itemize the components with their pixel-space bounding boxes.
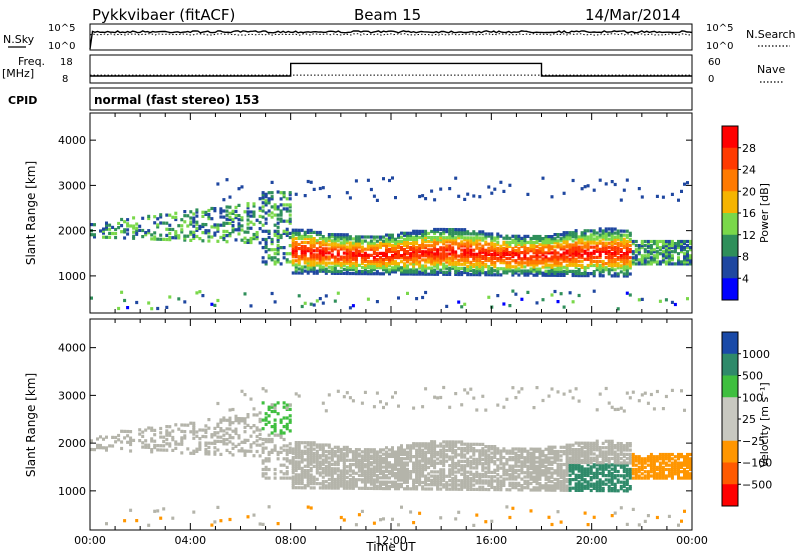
- beam-title: Beam 15: [354, 6, 421, 24]
- colorbar-tick-label: 100: [742, 391, 763, 404]
- nave-label: Nave: [757, 63, 785, 76]
- noise-left-tick-bottom: 10^0: [48, 41, 75, 52]
- power-colorbar: 28 24 20 16 12 8 4: [721, 125, 756, 301]
- freq-panel: Freq. [MHz] 18 8 60 0 Nave: [2, 54, 785, 85]
- power-heatmap-cells: [90, 176, 692, 311]
- x-axis-label: Time UT: [365, 540, 416, 554]
- colorbar-tick-label: 12: [742, 229, 756, 242]
- colorbar-segment: [722, 375, 738, 398]
- x-tick-label: 12:00: [375, 534, 407, 547]
- colorbar-segment: [722, 234, 738, 257]
- freq-label: Freq.: [18, 55, 45, 68]
- colorbar-tick-label: 25: [742, 413, 756, 426]
- colorbar-tick-label: 1000: [742, 348, 770, 361]
- colorbar-tick-label: 8: [742, 251, 749, 264]
- nave-right-tick-top: 60: [708, 57, 721, 68]
- colorbar-segment: [722, 147, 738, 170]
- y-tick-label: 1000: [58, 485, 86, 498]
- colorbar-tick-label: 4: [742, 272, 749, 285]
- y-tick-label: 2000: [58, 437, 86, 450]
- x-tick-label: 20:00: [576, 534, 608, 547]
- y-tick-label: 2000: [58, 225, 86, 238]
- velocity-y-label: Slant Range [km]: [24, 373, 38, 477]
- velocity-panel: 1000 2000 3000 4000 00:00 04:00 08:00 12:00 16:…: [24, 318, 772, 554]
- cpid-value: normal (fast stereo) 153: [94, 93, 260, 107]
- nsky-label: N.Sky: [3, 33, 35, 46]
- freq-left-tick-top: 18: [60, 57, 73, 68]
- colorbar-segment: [722, 126, 738, 149]
- nsearch-series: [89, 33, 692, 36]
- colorbar-tick-label: 28: [742, 142, 756, 155]
- noise-left-tick-top: 10^5: [48, 23, 75, 34]
- x-tick-label: 00:00: [74, 534, 106, 547]
- colorbar-tick-label: 16: [742, 207, 756, 220]
- freq-left-tick-bottom: 8: [62, 74, 68, 85]
- colorbar-segment: [722, 332, 738, 355]
- velocity-heatmap-cells: [90, 385, 692, 527]
- power-y-label: Slant Range [km]: [24, 161, 38, 265]
- y-tick-label: 1000: [58, 270, 86, 283]
- colorbar-segment: [722, 419, 738, 442]
- colorbar-segment: [722, 169, 738, 192]
- x-tick-label: 08:00: [275, 534, 307, 547]
- station-title: Pykkvibaer (fitACF): [92, 6, 235, 24]
- noise-right-tick-top: 10^5: [706, 23, 733, 34]
- nsky-series: [89, 30, 693, 50]
- colorbar-segment: [722, 256, 738, 279]
- x-tick-label: 16:00: [475, 534, 507, 547]
- x-tick-label: 04:00: [174, 534, 206, 547]
- colorbar-tick-label: −25: [742, 435, 765, 448]
- velocity-x-axis: 00:00 04:00 08:00 12:00 16:00 20:00 00:00: [74, 319, 708, 547]
- colorbar-segment: [722, 440, 738, 463]
- colorbar-segment: [722, 191, 738, 214]
- colorbar-segment: [722, 213, 738, 236]
- noise-right-tick-bottom: 10^0: [706, 41, 733, 52]
- y-tick-label: 4000: [58, 342, 86, 355]
- power-y-axis: 1000 2000 3000 4000: [58, 134, 692, 283]
- power-frame: [89, 112, 693, 314]
- colorbar-tick-label: 20: [742, 185, 756, 198]
- date-title: 14/Mar/2014: [585, 6, 681, 24]
- freq-series: [90, 62, 692, 77]
- cpid-panel: CPID normal (fast stereo) 153: [8, 87, 693, 111]
- colorbar-segment: [722, 278, 738, 301]
- colorbar-tick-label: −100: [742, 457, 772, 470]
- nave-right-tick-bottom: 0: [708, 74, 714, 85]
- colorbar-segment: [722, 484, 738, 507]
- y-tick-label: 3000: [58, 179, 86, 192]
- noise-panel: N.Sky 10^5 10^0 10^5 10^0 N.Search: [3, 23, 796, 52]
- colorbar-tick-label: 500: [742, 370, 763, 383]
- velocity-y-axis: 1000 2000 3000 4000: [58, 342, 692, 498]
- y-tick-label: 4000: [58, 134, 86, 147]
- power-colorbar-label: Power [dB]: [758, 183, 771, 243]
- colorbar-segment: [722, 462, 738, 485]
- x-tick-label: 00:00: [676, 534, 708, 547]
- velocity-colorbar: 1000 500 100 25 −25 −100 −500: [721, 331, 772, 507]
- colorbar-tick-label: 24: [742, 164, 756, 177]
- power-panel: 1000 2000 3000 4000 Slant Range [km] 28 24 20…: [24, 112, 771, 314]
- y-tick-label: 3000: [58, 389, 86, 402]
- cpid-label: CPID: [8, 94, 37, 107]
- nsearch-label: N.Search: [746, 28, 796, 41]
- freq-unit-label: [MHz]: [2, 67, 34, 80]
- colorbar-segment: [722, 397, 738, 420]
- power-x-axis: [89, 113, 693, 313]
- colorbar-tick-label: −500: [742, 478, 772, 491]
- velocity-colorbar-label: Velocity [m s⁻¹]: [758, 382, 771, 467]
- colorbar-segment: [722, 353, 738, 376]
